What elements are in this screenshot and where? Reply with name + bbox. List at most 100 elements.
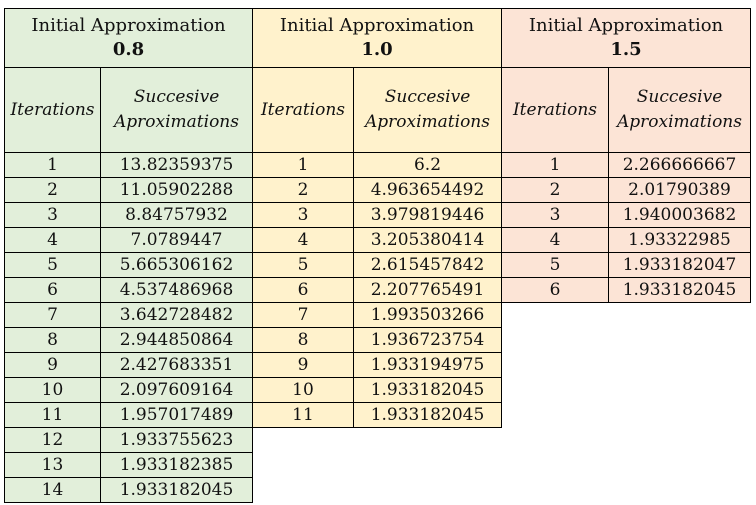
table-row: 5 5.665306162 xyxy=(5,253,253,278)
approximation-cell: 1.993503266 xyxy=(354,303,502,328)
approximation-cell: 1.933182045 xyxy=(101,478,253,503)
iteration-cell: 11 xyxy=(253,403,354,428)
approximations-header-line2: Aproximations xyxy=(114,112,239,132)
iterations-header: Iterations xyxy=(5,68,101,153)
approximation-cell: 5.665306162 xyxy=(101,253,253,278)
approximation-cell: 1.933194975 xyxy=(354,353,502,378)
approximation-cell: 3.642728482 xyxy=(101,303,253,328)
table-row: 4 3.205380414 xyxy=(253,228,502,253)
approximation-cell: 4.963654492 xyxy=(354,178,502,203)
approximation-cell: 1.933182045 xyxy=(354,378,502,403)
iteration-cell: 9 xyxy=(253,353,354,378)
iteration-cell: 5 xyxy=(253,253,354,278)
table-row: 8 1.936723754 xyxy=(253,328,502,353)
approximation-cell: 1.936723754 xyxy=(354,328,502,353)
approximation-cell: 1.93322985 xyxy=(609,228,751,253)
iteration-cell: 2 xyxy=(253,178,354,203)
approximation-cell: 1.933182045 xyxy=(609,278,751,303)
approximation-cell: 2.266666667 xyxy=(609,153,751,178)
table-row: 11 1.933182045 xyxy=(253,403,502,428)
table-row: 9 2.427683351 xyxy=(5,353,253,378)
iteration-cell: 6 xyxy=(502,278,609,303)
table-row: 5 2.615457842 xyxy=(253,253,502,278)
iteration-cell: 4 xyxy=(5,228,101,253)
table-row: 7 1.993503266 xyxy=(253,303,502,328)
table-row: 4 1.93322985 xyxy=(502,228,751,253)
table-initial-0-8: Initial Approximation 0.8 Iterations Suc… xyxy=(4,8,253,503)
table-row: 5 1.933182047 xyxy=(502,253,751,278)
approximation-cell: 1.957017489 xyxy=(101,403,253,428)
iteration-cell: 10 xyxy=(253,378,354,403)
table-row: 1 13.82359375 xyxy=(5,153,253,178)
approximations-header: Succesive Aproximations xyxy=(354,68,502,153)
approximation-cell: 1.933182045 xyxy=(354,403,502,428)
iteration-cell: 10 xyxy=(5,378,101,403)
approximations-header-line1: Succesive xyxy=(385,87,471,107)
table-row: 2 4.963654492 xyxy=(253,178,502,203)
approximation-cell: 11.05902288 xyxy=(101,178,253,203)
initial-approximation-header: Initial Approximation 1.0 xyxy=(253,9,502,68)
initial-approximation-label: Initial Approximation xyxy=(31,15,225,36)
table-initial-1-0: Initial Approximation 1.0 Iterations Suc… xyxy=(252,8,502,428)
iteration-cell: 3 xyxy=(502,203,609,228)
iteration-cell: 1 xyxy=(5,153,101,178)
iteration-cell: 11 xyxy=(5,403,101,428)
approximation-cell: 1.933755623 xyxy=(101,428,253,453)
iteration-cell: 2 xyxy=(502,178,609,203)
approximation-cell: 2.207765491 xyxy=(354,278,502,303)
table-row: 13 1.933182385 xyxy=(5,453,253,478)
approximation-cell: 3.979819446 xyxy=(354,203,502,228)
iteration-cell: 8 xyxy=(253,328,354,353)
iteration-cell: 14 xyxy=(5,478,101,503)
table-row: 3 3.979819446 xyxy=(253,203,502,228)
initial-approximation-label: Initial Approximation xyxy=(280,15,474,36)
table-row: 1 6.2 xyxy=(253,153,502,178)
approximations-header: Succesive Aproximations xyxy=(101,68,253,153)
table-row: 9 1.933194975 xyxy=(253,353,502,378)
initial-approximation-header: Initial Approximation 1.5 xyxy=(502,9,751,68)
table-row: 14 1.933182045 xyxy=(5,478,253,503)
approximation-cell: 1.933182385 xyxy=(101,453,253,478)
table-initial-1-5: Initial Approximation 1.5 Iterations Suc… xyxy=(501,8,751,303)
approximation-cell: 4.537486968 xyxy=(101,278,253,303)
table-row: 3 1.940003682 xyxy=(502,203,751,228)
iteration-cell: 12 xyxy=(5,428,101,453)
table-row: 10 1.933182045 xyxy=(253,378,502,403)
approximation-cell: 13.82359375 xyxy=(101,153,253,178)
iteration-cell: 3 xyxy=(253,203,354,228)
iterations-header: Iterations xyxy=(253,68,354,153)
table-row: 3 8.84757932 xyxy=(5,203,253,228)
iteration-cell: 4 xyxy=(253,228,354,253)
approximation-cell: 6.2 xyxy=(354,153,502,178)
iteration-cell: 8 xyxy=(5,328,101,353)
iteration-cell: 7 xyxy=(253,303,354,328)
iteration-cell: 4 xyxy=(502,228,609,253)
table-row: 6 2.207765491 xyxy=(253,278,502,303)
approximation-cell: 2.615457842 xyxy=(354,253,502,278)
table-row: 12 1.933755623 xyxy=(5,428,253,453)
iteration-cell: 6 xyxy=(253,278,354,303)
iteration-cell: 1 xyxy=(253,153,354,178)
approximations-header-line2: Aproximations xyxy=(617,112,742,132)
iteration-cell: 5 xyxy=(5,253,101,278)
iteration-cell: 2 xyxy=(5,178,101,203)
iteration-cell: 13 xyxy=(5,453,101,478)
table-row: 10 2.097609164 xyxy=(5,378,253,403)
table-row: 6 1.933182045 xyxy=(502,278,751,303)
approximations-header-line1: Succesive xyxy=(637,87,723,107)
iterations-header: Iterations xyxy=(502,68,609,153)
initial-approximation-value: 1.0 xyxy=(253,38,501,62)
initial-approximation-value: 1.5 xyxy=(502,38,750,62)
approximation-cell: 2.01790389 xyxy=(609,178,751,203)
initial-approximation-header: Initial Approximation 0.8 xyxy=(5,9,253,68)
approximation-cell: 2.944850864 xyxy=(101,328,253,353)
initial-approximation-value: 0.8 xyxy=(5,38,252,62)
table-row: 2 2.01790389 xyxy=(502,178,751,203)
approximation-cell: 1.940003682 xyxy=(609,203,751,228)
approximation-cell: 2.097609164 xyxy=(101,378,253,403)
iteration-cell: 6 xyxy=(5,278,101,303)
approximation-cell: 3.205380414 xyxy=(354,228,502,253)
approximation-cell: 7.0789447 xyxy=(101,228,253,253)
approximations-header-line1: Succesive xyxy=(134,87,220,107)
table-row: 7 3.642728482 xyxy=(5,303,253,328)
